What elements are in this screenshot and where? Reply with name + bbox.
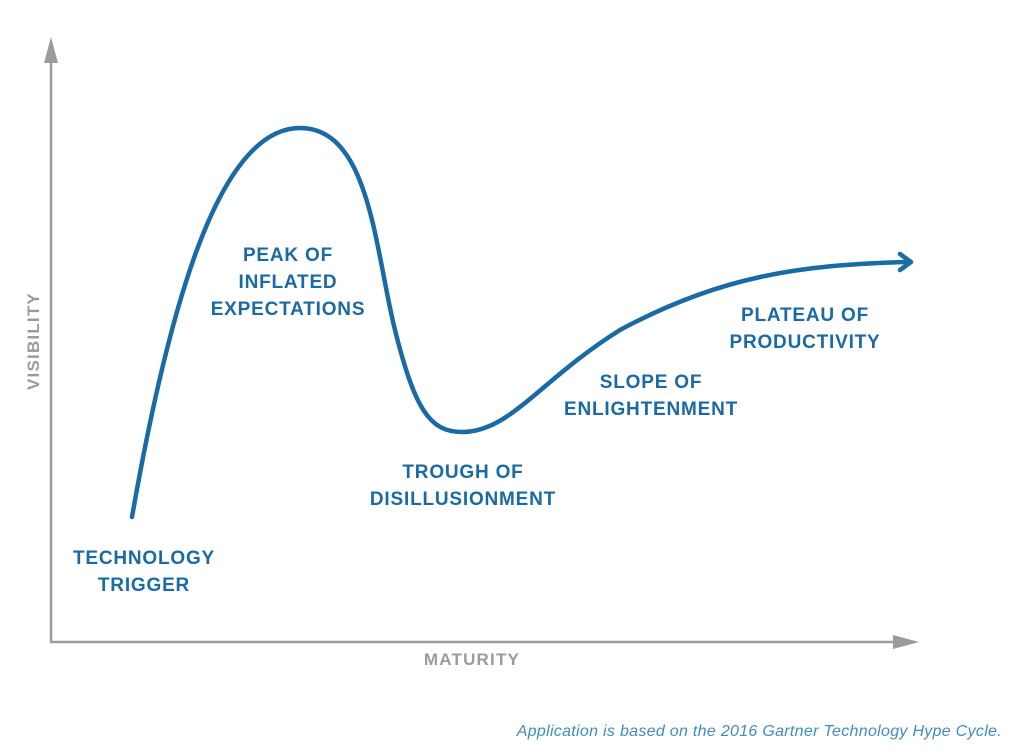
y-axis-arrowhead [44, 37, 58, 63]
x-axis-label: MATURITY [423, 650, 521, 669]
phase-label-line: SLOPE OF [599, 372, 703, 393]
phase-label-line: TROUGH OF [402, 462, 524, 483]
hype-curve [129, 125, 909, 520]
phase-label-line: EXPECTATIONS [210, 299, 366, 320]
phase-label-line: TRIGGER [97, 575, 191, 596]
curve-arrowhead [897, 251, 914, 273]
phase-label-slope: SLOPE OF ENLIGHTENMENT [564, 369, 738, 423]
footnote: Application is based on the 2016 Gartner… [516, 723, 1002, 740]
x-axis-arrowhead [893, 635, 919, 649]
phase-label-plateau: PLATEAU OF PRODUCTIVITY [729, 302, 880, 356]
phase-label-line: DISILLUSIONMENT [369, 489, 557, 510]
phase-label-line: PEAK OF [242, 245, 334, 266]
phase-label-trough: TROUGH OF DISILLUSIONMENT [370, 459, 556, 513]
y-axis-label: VISIBILITY [24, 292, 43, 390]
phase-label-line: PLATEAU OF [741, 305, 869, 326]
phase-label-peak: PEAK OF INFLATED EXPECTATIONS [211, 242, 366, 323]
phase-label-line: ENLIGHTENMENT [563, 399, 739, 420]
phase-label-technology-trigger: TECHNOLOGY TRIGGER [73, 545, 215, 599]
phase-label-line: INFLATED [238, 272, 338, 293]
phase-label-line: TECHNOLOGY [72, 548, 216, 569]
phase-label-line: PRODUCTIVITY [729, 332, 881, 353]
